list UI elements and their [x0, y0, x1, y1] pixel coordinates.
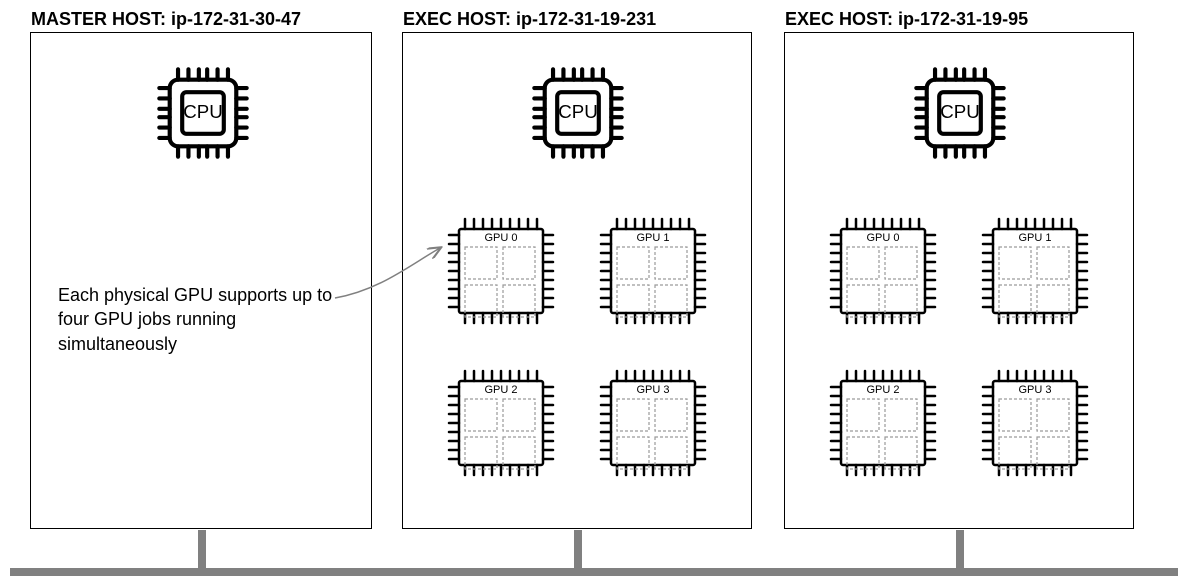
gpu-icon: GPU 3: [593, 363, 713, 488]
svg-text:GPU 2: GPU 2: [866, 384, 899, 396]
svg-text:GPU 0: GPU 0: [866, 232, 899, 244]
gpu-icon: GPU 3: [975, 363, 1095, 488]
network-bus-line: [10, 568, 1178, 576]
gpu-icon: GPU 2: [823, 363, 943, 488]
connector-line: [956, 530, 964, 568]
host-box-exec1: EXEC HOST: ip-172-31-19-231CPUGPU 0GPU 1…: [402, 32, 752, 529]
cpu-icon: CPU: [151, 61, 255, 170]
svg-text:GPU 3: GPU 3: [636, 384, 669, 396]
svg-text:GPU 1: GPU 1: [636, 232, 669, 244]
svg-text:GPU 0: GPU 0: [484, 232, 517, 244]
svg-text:GPU 3: GPU 3: [1018, 384, 1051, 396]
gpu-icon: GPU 1: [975, 211, 1095, 336]
host-title-master: MASTER HOST: ip-172-31-30-47: [31, 9, 301, 30]
svg-text:CPU: CPU: [940, 101, 980, 122]
gpu-icon: GPU 0: [823, 211, 943, 336]
host-title-exec2: EXEC HOST: ip-172-31-19-95: [785, 9, 1028, 30]
gpu-icon: GPU 1: [593, 211, 713, 336]
gpu-icon: GPU 2: [441, 363, 561, 488]
host-title-exec1: EXEC HOST: ip-172-31-19-231: [403, 9, 656, 30]
host-box-master: MASTER HOST: ip-172-31-30-47CPU: [30, 32, 372, 529]
svg-text:GPU 2: GPU 2: [484, 384, 517, 396]
connector-line: [198, 530, 206, 568]
svg-text:GPU 1: GPU 1: [1018, 232, 1051, 244]
gpu-icon: GPU 0: [441, 211, 561, 336]
host-box-exec2: EXEC HOST: ip-172-31-19-95CPUGPU 0GPU 1G…: [784, 32, 1134, 529]
connector-line: [574, 530, 582, 568]
annotation-text: Each physical GPU supports up to four GP…: [58, 283, 338, 356]
svg-text:CPU: CPU: [183, 101, 223, 122]
svg-text:CPU: CPU: [558, 101, 598, 122]
cpu-icon: CPU: [526, 61, 630, 170]
cpu-icon: CPU: [908, 61, 1012, 170]
